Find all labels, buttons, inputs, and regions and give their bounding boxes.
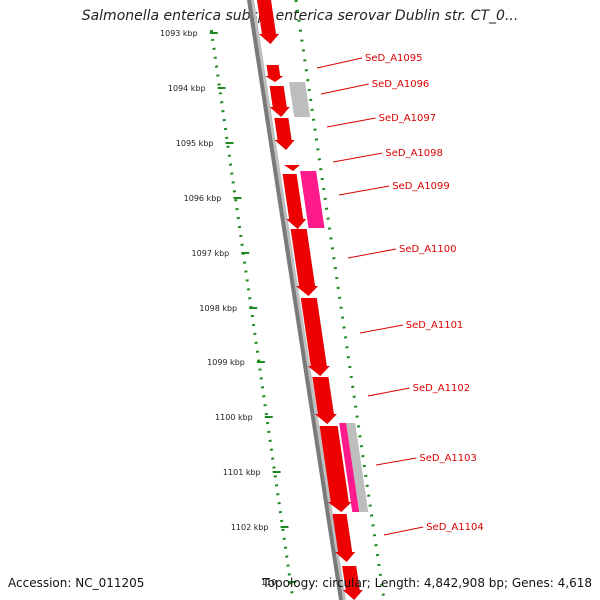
ruler-tick-label: 1093 kbp bbox=[160, 29, 198, 38]
ruler-tick-label: 1102 kbp bbox=[231, 523, 269, 532]
gene-label[interactable]: SeD_A1095 bbox=[365, 53, 423, 64]
cds-arrow[interactable] bbox=[300, 297, 331, 377]
gene-label[interactable]: SeD_A1103 bbox=[419, 453, 477, 464]
cds-arrow[interactable] bbox=[268, 85, 291, 118]
gene-label[interactable]: SeD_A1104 bbox=[426, 522, 484, 533]
label-leader-line bbox=[338, 185, 390, 196]
map-title: Salmonella enterica subsp. enterica sero… bbox=[81, 8, 519, 24]
guide-dots bbox=[294, 0, 386, 600]
backbone-shadow bbox=[250, 0, 346, 600]
cds-arrow[interactable] bbox=[273, 117, 296, 151]
label-leader-line bbox=[367, 387, 410, 397]
ruler-tick-label: 1096 kbp bbox=[184, 194, 222, 203]
ruler-tick-label: 1100 kbp bbox=[215, 413, 253, 422]
ruler-tick-label: 1099 kbp bbox=[207, 358, 245, 367]
ruler-tick-label: 1094 kbp bbox=[168, 84, 206, 93]
accession-text: Accession: NC_011205 bbox=[8, 576, 145, 590]
gene-label[interactable]: SeD_A1100 bbox=[399, 244, 457, 255]
gene-label[interactable]: SeD_A1099 bbox=[392, 181, 450, 192]
gene-label[interactable]: SeD_A1101 bbox=[406, 320, 464, 331]
gene-labels[interactable]: SeD_A1095 SeD_A1096 SeD_A1097 SeD_A1098 SeD_… bbox=[316, 53, 484, 536]
cds-arrow[interactable] bbox=[290, 228, 319, 297]
gene-label[interactable]: SeD_A1098 bbox=[385, 148, 443, 159]
cds-arrow[interactable] bbox=[332, 513, 356, 563]
label-leader-line bbox=[347, 248, 397, 259]
label-leader-line bbox=[375, 457, 417, 466]
backbone-line bbox=[247, 0, 343, 600]
cds-arrow[interactable] bbox=[341, 565, 364, 600]
cds-alt-block[interactable] bbox=[300, 171, 325, 228]
ruler-tick-label: 1095 kbp bbox=[176, 139, 214, 148]
gene-label[interactable]: SeD_A1097 bbox=[379, 113, 437, 124]
ruler-tick-label: 1097 kbp bbox=[192, 249, 230, 258]
cds-arrow[interactable] bbox=[264, 64, 285, 83]
label-leader-line bbox=[316, 57, 363, 69]
cds-alt-block[interactable] bbox=[339, 423, 360, 512]
cds-arrow[interactable] bbox=[319, 425, 353, 513]
label-leader-line bbox=[332, 152, 383, 163]
gene-label[interactable]: SeD_A1096 bbox=[372, 79, 430, 90]
ruler-tick-label: 1098 kbp bbox=[199, 304, 237, 313]
label-leader-line bbox=[320, 83, 369, 95]
genome-stats: Topology: circular; Length: 4,842,908 bp… bbox=[262, 576, 592, 590]
ruler-tick-label: 1101 kbp bbox=[223, 468, 261, 477]
dna-backbone bbox=[247, 0, 346, 600]
label-leader-line bbox=[359, 324, 403, 334]
label-leader-line bbox=[326, 117, 376, 128]
cds-arrow[interactable] bbox=[256, 0, 280, 45]
kbp-ruler: 1093 kbp 1094 kbp 1095 kbp 1096 kbp 1097 kbp… bbox=[160, 0, 386, 600]
cds-arrow[interactable] bbox=[282, 173, 307, 230]
cds-arrow[interactable] bbox=[312, 376, 338, 425]
pseudogene-block[interactable] bbox=[289, 82, 311, 117]
gene-features[interactable] bbox=[256, 0, 369, 600]
ruler-tick-label: 110 bbox=[261, 578, 276, 587]
pseudogene-block[interactable] bbox=[346, 423, 369, 512]
label-leader-line bbox=[383, 526, 424, 536]
cds-arrow[interactable] bbox=[284, 165, 300, 171]
gene-label[interactable]: SeD_A1102 bbox=[413, 383, 471, 394]
